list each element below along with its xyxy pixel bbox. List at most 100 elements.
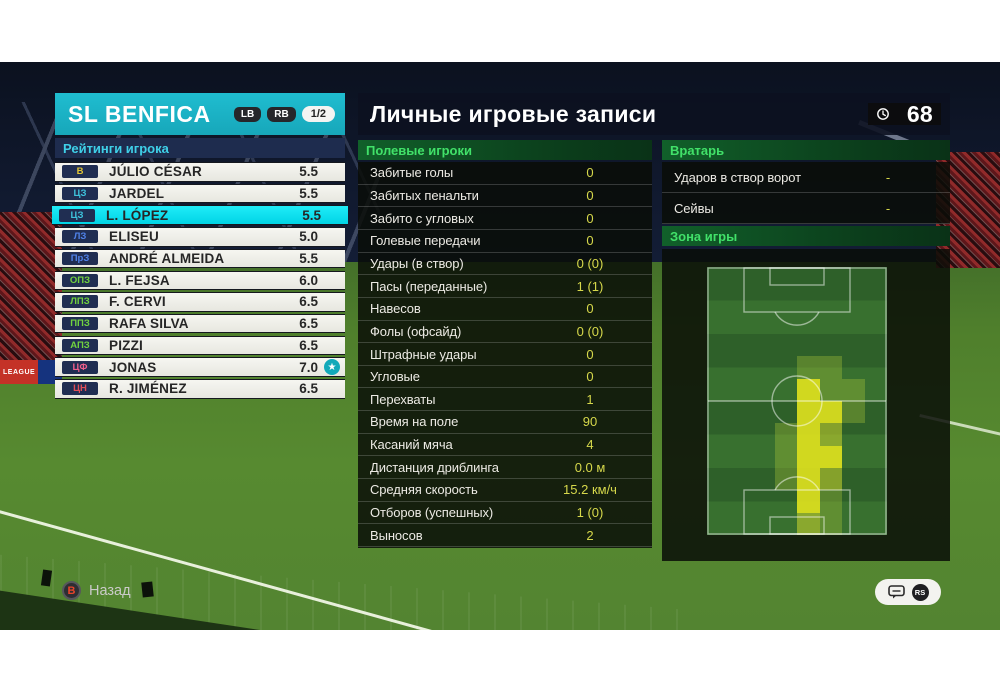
stat-row: Штрафные удары 0 bbox=[358, 343, 652, 366]
stat-row: Дистанция дриблинга 0.0 м bbox=[358, 456, 652, 480]
player-name: PIZZI bbox=[109, 337, 143, 353]
heatmap-cell bbox=[842, 378, 865, 401]
stat-row: Касаний мяча 4 bbox=[358, 434, 652, 457]
stat-row: Ударов в створ ворот - bbox=[662, 162, 950, 193]
stat-label: Выносов bbox=[370, 527, 423, 543]
page-indicator: 1/2 bbox=[301, 106, 335, 122]
stat-label: Забитых пенальти bbox=[370, 187, 479, 203]
right-stick-icon: RS bbox=[911, 583, 929, 601]
stat-label: Касаний мяча bbox=[370, 437, 453, 453]
heatmap-cell bbox=[797, 401, 820, 424]
player-name: F. CERVI bbox=[109, 294, 166, 310]
stat-value: - bbox=[885, 200, 891, 216]
stat-value: 0 bbox=[586, 233, 594, 249]
stat-value: 15.2 км/ч bbox=[563, 482, 617, 498]
stat-label: Время на поле bbox=[370, 414, 459, 430]
stat-label: Забитые голы bbox=[370, 165, 454, 181]
stat-value: 0 bbox=[586, 369, 594, 385]
player-name: L. LÓPEZ bbox=[106, 207, 169, 223]
stat-value: 1 bbox=[586, 391, 594, 407]
stat-label: Сейвы bbox=[674, 200, 714, 216]
stat-label: Забито с угловых bbox=[370, 210, 474, 226]
player-row[interactable]: ЦН R. JIMÉNEZ 6.5 bbox=[55, 379, 345, 399]
rb-button[interactable]: RB bbox=[267, 106, 296, 122]
heatmap-cell bbox=[819, 401, 842, 424]
stat-value: 1 (0) bbox=[576, 505, 604, 521]
stat-value: 0 bbox=[586, 187, 594, 203]
player-row[interactable]: В JÚLIO CÉSAR 5.5 bbox=[55, 162, 345, 182]
stat-value: 0 bbox=[586, 301, 594, 317]
records-title: Личные игровые записи bbox=[370, 100, 657, 127]
heatmap-cell bbox=[797, 512, 820, 535]
position-badge: ЛПЗ bbox=[62, 295, 98, 309]
player-ratings-list: В JÚLIO CÉSAR 5.5 ЦЗ JARDEL 5.5 ЦЗ L. LÓPEZ 5.5 Л… bbox=[52, 162, 348, 402]
stat-value: 0 bbox=[586, 346, 594, 362]
position-badge: ППЗ bbox=[62, 317, 98, 331]
play-zone-label: Зона игры bbox=[670, 228, 738, 244]
lb-button[interactable]: LB bbox=[233, 106, 262, 122]
player-row[interactable]: ЦФ JONAS 7.0 ★ bbox=[55, 357, 345, 377]
player-row[interactable]: ЦЗ L. LÓPEZ 5.5 bbox=[52, 205, 348, 225]
stat-row: Забитые голы 0 bbox=[358, 162, 652, 185]
player-rating: 6.5 bbox=[299, 294, 318, 310]
stat-row: Пасы (переданные) 1 (1) bbox=[358, 275, 652, 298]
player-row[interactable]: ЦЗ JARDEL 5.5 bbox=[55, 183, 345, 204]
player-rating: 6.5 bbox=[299, 381, 318, 397]
play-zone-section-header: Зона игры bbox=[662, 226, 950, 246]
heatmap-cell bbox=[797, 356, 820, 379]
back-label: Назад bbox=[89, 582, 131, 599]
player-name: R. JIMÉNEZ bbox=[109, 381, 187, 397]
stat-label: Штрафные удары bbox=[370, 346, 477, 362]
position-badge: ЦЗ bbox=[62, 186, 98, 200]
stat-value: 0 bbox=[586, 210, 594, 226]
player-rating: 5.5 bbox=[299, 164, 318, 180]
stat-value: - bbox=[885, 169, 891, 185]
stat-label: Дистанция дриблинга bbox=[370, 459, 499, 475]
field-players-section-header: Полевые игроки bbox=[358, 140, 652, 160]
ratings-section-label: Рейтинги игрока bbox=[63, 140, 169, 156]
player-row[interactable]: ЛЗ ELISEU 5.0 bbox=[55, 227, 345, 247]
player-name: ANDRÉ ALMEIDA bbox=[109, 251, 225, 267]
player-rating: 5.5 bbox=[299, 251, 318, 267]
position-badge: ЛЗ bbox=[62, 230, 98, 244]
stat-row: Время на поле 90 bbox=[358, 411, 652, 434]
chat-bubble-icon bbox=[887, 585, 905, 599]
stat-row: Навесов 0 bbox=[358, 298, 652, 321]
position-badge: ПрЗ bbox=[62, 252, 98, 266]
goalkeeper-stats-panel: Ударов в створ ворот - Сейвы - bbox=[662, 162, 950, 224]
stat-label: Голевые передачи bbox=[370, 233, 481, 249]
stat-row: Отборов (успешных) 1 (0) bbox=[358, 502, 652, 525]
stat-value: 4 bbox=[586, 437, 594, 453]
team-name: SL BENFICA bbox=[68, 100, 211, 127]
player-name: L. FEJSA bbox=[109, 272, 170, 288]
gamepad-b-button-icon[interactable]: B bbox=[62, 581, 81, 600]
position-badge: ОПЗ bbox=[62, 273, 98, 287]
heatmap-cell bbox=[797, 423, 820, 446]
play-zone-panel bbox=[662, 249, 950, 561]
stat-label: Угловые bbox=[370, 369, 420, 385]
stat-value: 1 (1) bbox=[576, 278, 604, 294]
player-row[interactable]: ПрЗ ANDRÉ ALMEIDA 5.5 bbox=[55, 248, 345, 269]
stat-row: Фолы (офсайд) 0 (0) bbox=[358, 321, 652, 344]
records-title-bar: Личные игровые записи 68 bbox=[358, 93, 950, 135]
player-row[interactable]: ЛПЗ F. CERVI 6.5 bbox=[55, 292, 345, 312]
stat-label: Отборов (успешных) bbox=[370, 505, 494, 521]
player-row[interactable]: ППЗ RAFA SILVA 6.5 bbox=[55, 313, 345, 334]
player-row[interactable]: ОПЗ L. FEJSA 6.0 bbox=[55, 270, 345, 290]
stat-value: 0 (0) bbox=[576, 323, 604, 339]
ad-board-text: LEAGUE bbox=[0, 360, 39, 384]
player-rating: 6.0 bbox=[299, 272, 318, 288]
heatmap-cell bbox=[774, 423, 797, 446]
player-rating: 7.0 bbox=[299, 359, 318, 375]
stat-label: Удары (в створ) bbox=[370, 255, 464, 271]
chat-pill[interactable]: RS bbox=[875, 579, 941, 605]
stat-row: Угловые 0 bbox=[358, 366, 652, 389]
position-badge: ЦФ bbox=[62, 360, 98, 374]
goalkeeper-label: Вратарь bbox=[670, 142, 725, 158]
position-badge: В bbox=[62, 165, 98, 179]
back-hint[interactable]: B Назад bbox=[62, 581, 131, 600]
stat-row: Средняя скорость 15.2 км/ч bbox=[358, 479, 652, 502]
player-row[interactable]: АПЗ PIZZI 6.5 bbox=[55, 335, 345, 356]
team-header: SL BENFICA LB RB 1/2 bbox=[55, 93, 345, 135]
